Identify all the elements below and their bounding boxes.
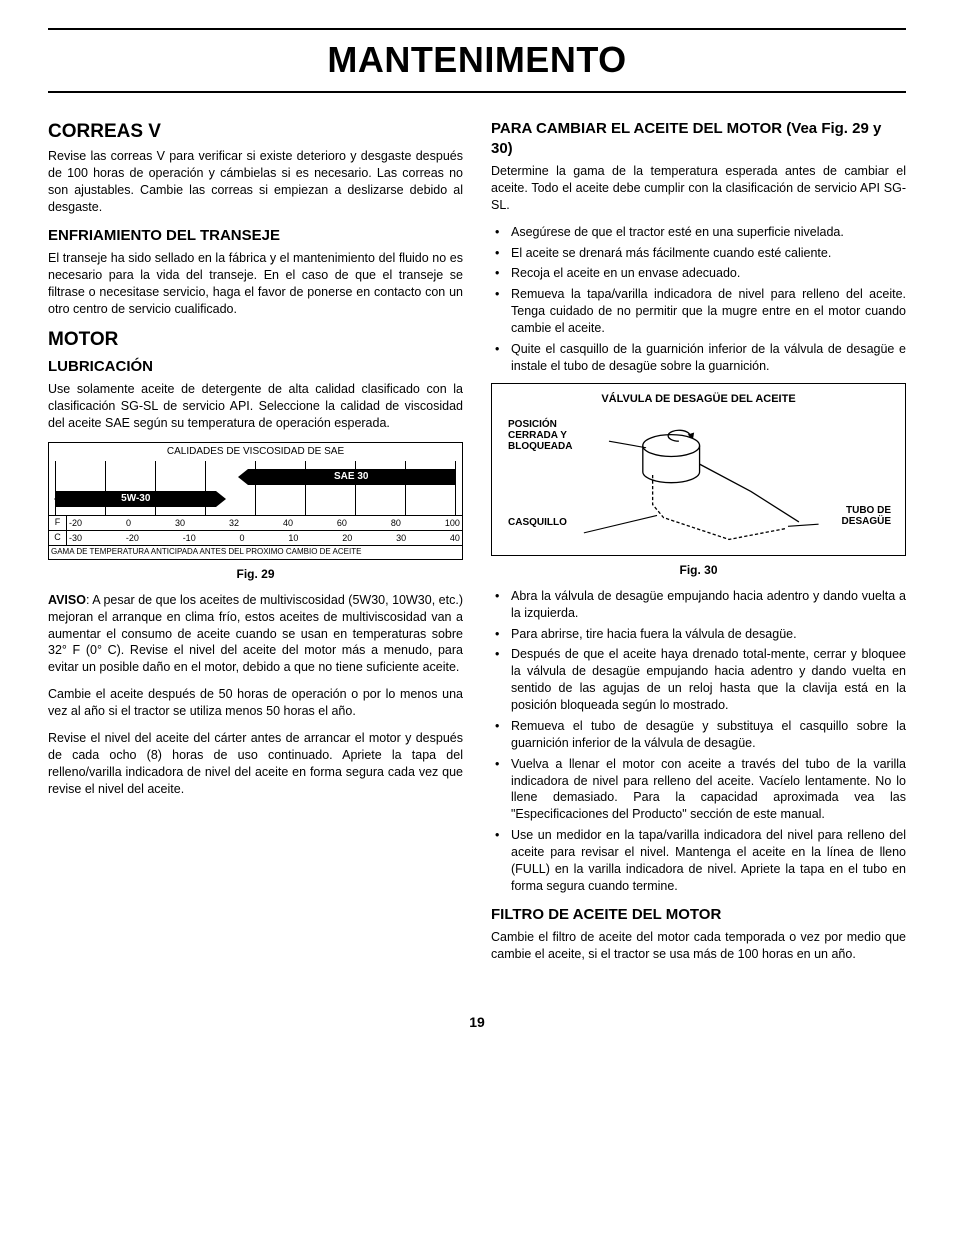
page-title: MANTENIMENTO — [48, 36, 906, 85]
motor-p3: Revise el nivel del aceite del cárter an… — [48, 730, 463, 798]
left-column: CORREAS V Revise las correas V para veri… — [48, 119, 463, 973]
cambiar-p1: Determine la gama de la temperatura espe… — [491, 163, 906, 214]
sae-f-v1: 0 — [126, 517, 131, 529]
page-number: 19 — [48, 1013, 906, 1032]
sae-c-v7: 40 — [450, 532, 460, 544]
sae-c-v1: -20 — [126, 532, 139, 544]
sae-f-vals: -20 0 30 32 40 60 80 100 — [67, 516, 462, 530]
sae-bars-area: SAE 30 5W-30 — [55, 461, 456, 515]
sae-f-v2: 30 — [175, 517, 185, 529]
correas-heading: CORREAS V — [48, 119, 463, 145]
sae-chart-title: CALIDADES DE VISCOSIDAD DE SAE — [49, 443, 462, 461]
fig30-box: VÁLVULA DE DESAGÜE DEL ACEITE POSICIÓN C… — [491, 383, 906, 556]
sae-c-v5: 20 — [342, 532, 352, 544]
rule-under-title — [48, 91, 906, 93]
sae-bar-5w30: 5W-30 — [56, 491, 216, 507]
sae-foot: GAMA DE TEMPERATURA ANTICIPADA ANTES DEL… — [49, 545, 462, 559]
aviso-p: AVISO: A pesar de que los aceites de mul… — [48, 592, 463, 676]
right-column: PARA CAMBIAR EL ACEITE DEL MOTOR (Vea Fi… — [491, 119, 906, 973]
cambiar-b1-4: Quite el casquillo de la guarnición infe… — [491, 341, 906, 375]
cambiar-b2-5: Use un medidor en la tapa/varilla indica… — [491, 827, 906, 895]
motor-p2: Cambie el aceite después de 50 horas de … — [48, 686, 463, 720]
enfriamiento-p1: El transeje ha sido sellado en la fábric… — [48, 250, 463, 318]
cambiar-b2-2: Después de que el aceite haya drenado to… — [491, 646, 906, 714]
cambiar-b1-3: Remueva la tapa/varilla indicadora de ni… — [491, 286, 906, 337]
fig30-caption: Fig. 30 — [491, 562, 906, 578]
correas-p1: Revise las correas V para verificar si e… — [48, 148, 463, 216]
sae-c-label: C — [49, 531, 67, 545]
fig29-caption: Fig. 29 — [48, 566, 463, 582]
fig30-svg — [502, 415, 895, 557]
aviso-text: : A pesar de que los aceites de multivis… — [48, 593, 463, 675]
lubricacion-p1: Use solamente aceite de detergente de al… — [48, 381, 463, 432]
sae-row-c: C -30 -20 -10 0 10 20 30 40 — [49, 530, 462, 545]
sae-bar-5w30-arrow-l — [54, 491, 64, 507]
sae-f-v5: 60 — [337, 517, 347, 529]
sae-c-vals: -30 -20 -10 0 10 20 30 40 — [67, 531, 462, 545]
sae-f-v3: 32 — [229, 517, 239, 529]
sae-row-f: F -20 0 30 32 40 60 80 100 — [49, 515, 462, 530]
sae-f-label: F — [49, 516, 67, 530]
sae-f-v0: -20 — [69, 517, 82, 529]
cambiar-b1-2: Recoja el aceite en un envase adecuado. — [491, 265, 906, 282]
cambiar-b1-1: El aceite se drenará más fácilmente cuan… — [491, 245, 906, 262]
sae-f-v7: 100 — [445, 517, 460, 529]
sae-bar-5w30-arrow-r — [216, 491, 226, 507]
sae-c-v2: -10 — [183, 532, 196, 544]
sae-c-v3: 0 — [240, 532, 245, 544]
cambiar-b2-3: Remueva el tubo de desagüe y substituya … — [491, 718, 906, 752]
sae-c-v6: 30 — [396, 532, 406, 544]
cambiar-b2-0: Abra la válvula de desagüe empujando hac… — [491, 588, 906, 622]
sae-bar-30: SAE 30 — [248, 469, 455, 485]
cambiar-b1-0: Asegúrese de que el tractor esté en una … — [491, 224, 906, 241]
sae-f-v4: 40 — [283, 517, 293, 529]
fig30-diagram: POSICIÓN CERRADA Y BLOQUEADA CASQUILLO T… — [502, 415, 895, 545]
rule-top — [48, 28, 906, 30]
columns: CORREAS V Revise las correas V para veri… — [48, 119, 906, 973]
filtro-heading: FILTRO DE ACEITE DEL MOTOR — [491, 905, 906, 925]
fig30-title: VÁLVULA DE DESAGÜE DEL ACEITE — [502, 392, 895, 407]
sae-c-v4: 10 — [288, 532, 298, 544]
cambiar-b2-1: Para abrirse, tire hacia fuera la válvul… — [491, 626, 906, 643]
aviso-label: AVISO — [48, 593, 86, 607]
cambiar-bullets-2: Abra la válvula de desagüe empujando hac… — [491, 588, 906, 895]
motor-heading: MOTOR — [48, 327, 463, 353]
sae-bar-30-arrow — [238, 469, 248, 485]
sae-c-v0: -30 — [69, 532, 82, 544]
sae-f-v6: 80 — [391, 517, 401, 529]
cambiar-bullets-1: Asegúrese de que el tractor esté en una … — [491, 224, 906, 375]
cambiar-heading: PARA CAMBIAR EL ACEITE DEL MOTOR (Vea Fi… — [491, 119, 906, 160]
lubricacion-heading: LUBRICACIÓN — [48, 357, 463, 377]
cambiar-b2-4: Vuelva a llenar el motor con aceite a tr… — [491, 756, 906, 824]
filtro-p1: Cambie el filtro de aceite del motor cad… — [491, 929, 906, 963]
sae-chart: CALIDADES DE VISCOSIDAD DE SAE SAE 30 5W… — [48, 442, 463, 560]
enfriamiento-heading: ENFRIAMIENTO DEL TRANSEJE — [48, 226, 463, 246]
